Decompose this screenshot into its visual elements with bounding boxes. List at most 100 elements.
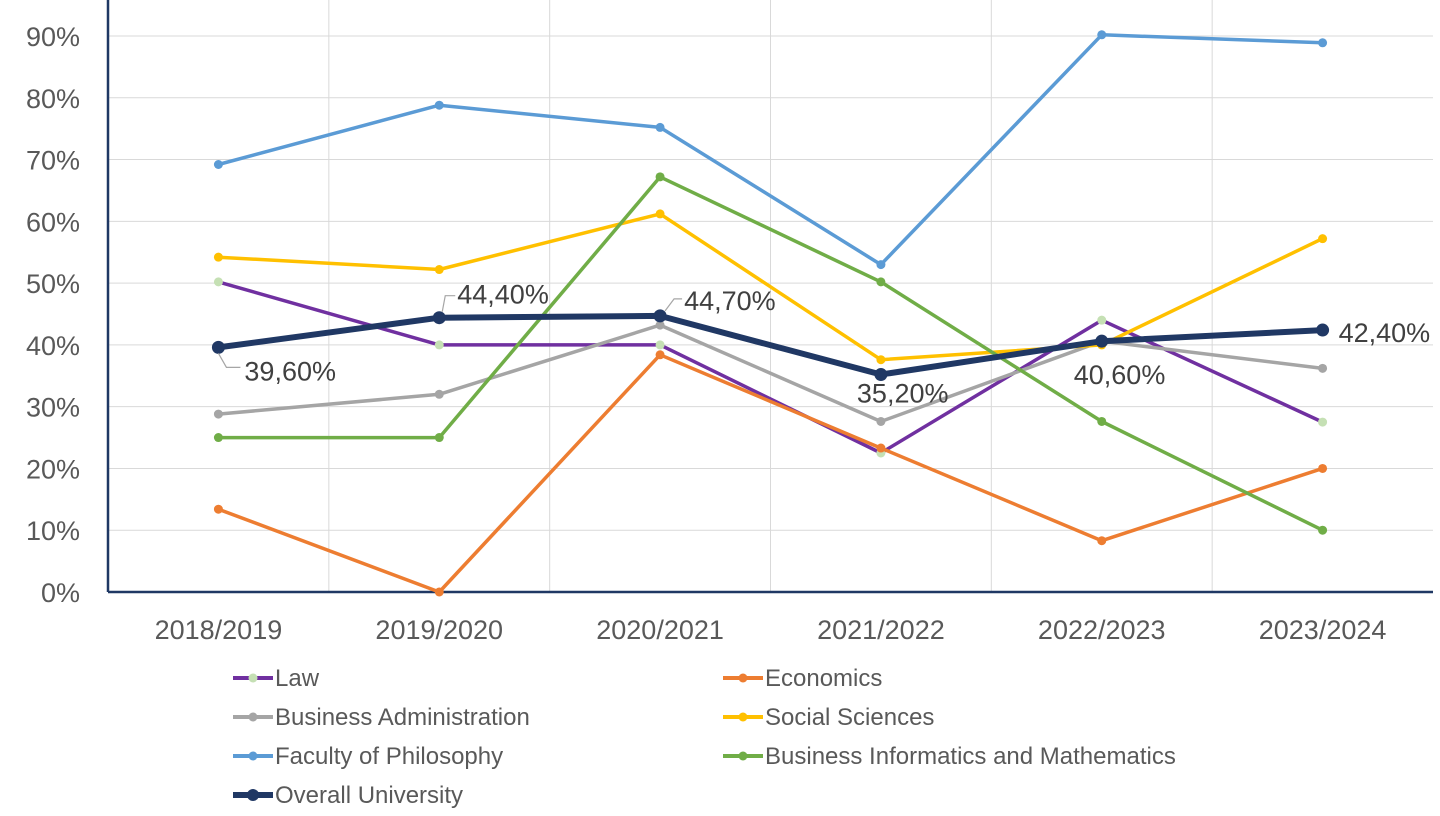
y-tick-label: 80% <box>26 84 80 114</box>
data-point <box>1097 536 1107 546</box>
data-labels: 39,60% 44,40% 44,70% 35,20% 40,60% 42,40% <box>217 280 1431 409</box>
series-faculty-of-philosophy <box>213 30 1328 270</box>
data-point <box>432 311 446 325</box>
y-tick-label: 20% <box>26 454 80 484</box>
legend-item: Overall University <box>233 782 463 809</box>
data-point <box>874 368 888 382</box>
gridlines <box>108 0 1433 592</box>
data-label: 42,40% <box>1339 318 1431 348</box>
y-tick-label: 0% <box>41 578 80 608</box>
series-lines <box>211 30 1330 597</box>
data-point <box>434 587 444 597</box>
data-point <box>1318 38 1328 48</box>
data-point <box>434 340 444 350</box>
legend-item: Law <box>233 665 320 692</box>
series-overall-university <box>211 309 1330 382</box>
data-point <box>653 309 667 323</box>
series-line <box>216 323 1325 424</box>
data-point <box>876 277 886 287</box>
data-point <box>1097 315 1107 325</box>
y-tick-label: 10% <box>26 516 80 546</box>
series-line <box>216 175 1325 532</box>
legend-label: Economics <box>765 665 882 692</box>
data-point <box>434 100 444 110</box>
data-point <box>434 265 444 275</box>
data-label: 40,60% <box>1074 360 1166 390</box>
data-label: 39,60% <box>244 356 336 386</box>
data-point <box>655 172 665 182</box>
x-tick-label: 2020/2021 <box>596 615 724 645</box>
series-business-informatics-and-mathematics <box>213 172 1328 535</box>
data-point <box>213 159 223 169</box>
legend-label: Faculty of Philosophy <box>275 743 503 770</box>
legend-label: Business Administration <box>275 704 530 731</box>
legend-swatch-marker <box>738 673 748 683</box>
data-point <box>1097 30 1107 40</box>
legend: Law Economics Business Administration Socia… <box>233 665 1176 809</box>
data-point <box>1318 463 1328 473</box>
data-label-leader <box>664 298 683 312</box>
legend-label: Law <box>275 665 320 692</box>
legend-item: Business Administration <box>233 704 530 731</box>
legend-item: Faculty of Philosophy <box>233 743 503 770</box>
y-tick-label: 90% <box>26 22 80 52</box>
x-tick-label: 2019/2020 <box>375 615 503 645</box>
data-point <box>876 260 886 270</box>
data-label: 35,20% <box>857 379 949 409</box>
legend-item: Business Informatics and Mathematics <box>723 743 1176 770</box>
legend-swatch-marker <box>247 789 259 801</box>
data-point <box>213 504 223 514</box>
y-tick-label: 60% <box>26 207 80 237</box>
data-point <box>434 389 444 399</box>
data-point <box>213 252 223 262</box>
legend-swatch-marker <box>738 751 748 761</box>
series-line <box>215 312 1326 378</box>
data-label-leader <box>217 353 241 368</box>
legend-swatch-marker <box>248 673 258 683</box>
legend-item: Social Sciences <box>723 704 934 731</box>
series-line <box>216 33 1325 267</box>
y-tick-label: 50% <box>26 269 80 299</box>
axes: 0% 10% 20% 30% 40% 50% 60% 70% 80% 90% 2018/2019 20… <box>26 0 1433 645</box>
series-line <box>216 212 1325 362</box>
series-line <box>216 353 1325 594</box>
legend-swatch-marker <box>248 751 258 761</box>
legend-swatch-marker <box>248 712 258 722</box>
data-point <box>1316 323 1330 337</box>
series-economics <box>213 350 1328 597</box>
x-tick-label: 2022/2023 <box>1038 615 1166 645</box>
y-tick-label: 30% <box>26 393 80 423</box>
data-point <box>213 433 223 443</box>
data-point <box>1097 416 1107 426</box>
data-point <box>1318 417 1328 427</box>
data-point <box>876 443 886 453</box>
data-point <box>655 340 665 350</box>
data-point <box>655 320 665 330</box>
data-point <box>434 433 444 443</box>
data-point <box>876 355 886 365</box>
data-point <box>1318 363 1328 373</box>
data-point <box>655 350 665 360</box>
legend-label: Social Sciences <box>765 704 934 731</box>
data-point <box>876 416 886 426</box>
data-point <box>1095 334 1109 348</box>
y-tick-label: 40% <box>26 331 80 361</box>
x-tick-label: 2023/2024 <box>1259 615 1387 645</box>
data-point <box>1318 234 1328 244</box>
x-tick-label: 2018/2019 <box>155 615 283 645</box>
y-tick-label: 70% <box>26 146 80 176</box>
data-point <box>655 209 665 219</box>
data-label-leader <box>441 295 456 312</box>
data-point <box>655 122 665 132</box>
data-label: 44,70% <box>684 286 776 316</box>
data-point <box>213 409 223 419</box>
legend-swatch-marker <box>738 712 748 722</box>
data-label: 44,40% <box>457 280 549 310</box>
legend-label: Business Informatics and Mathematics <box>765 743 1176 770</box>
data-point <box>213 277 223 287</box>
x-tick-label: 2021/2022 <box>817 615 945 645</box>
legend-item: Economics <box>723 665 882 692</box>
legend-label: Overall University <box>275 782 463 809</box>
